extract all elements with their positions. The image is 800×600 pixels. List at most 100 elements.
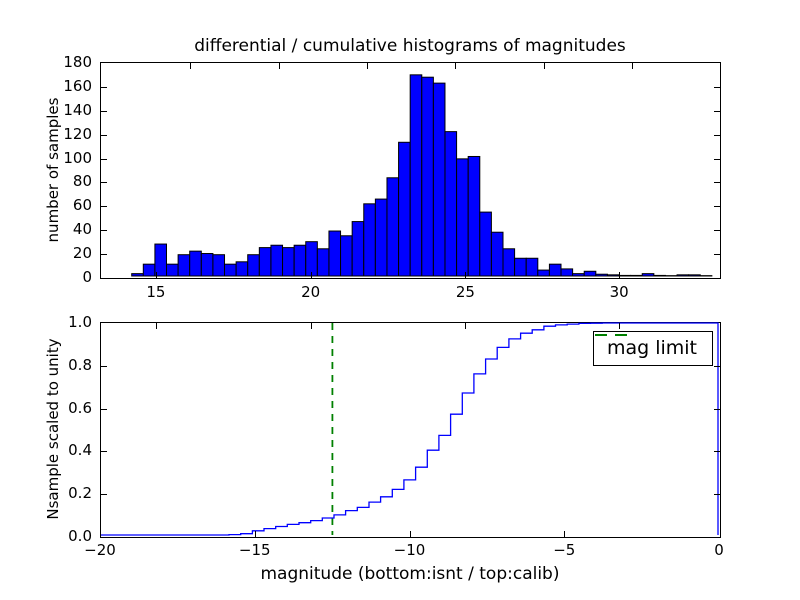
histogram-bar (235, 261, 249, 277)
histogram-bar (270, 244, 284, 277)
y-tick-mark (714, 230, 720, 232)
histogram-bar (583, 270, 597, 277)
histogram-bar (595, 273, 608, 277)
top-y-tick-label: 0 (82, 268, 92, 286)
y-tick-mark (714, 134, 720, 136)
y-tick-mark (714, 365, 720, 367)
histogram-bar (200, 253, 214, 277)
histogram-bar (688, 274, 701, 277)
histogram-bar (641, 273, 655, 277)
x-tick-mark (189, 63, 191, 69)
y-tick-mark (714, 494, 720, 496)
histogram-bar (386, 177, 400, 277)
top-y-tick-label: 160 (63, 76, 92, 95)
x-tick-mark (465, 323, 467, 329)
histogram-bar (131, 273, 144, 277)
histogram-bar (432, 82, 446, 277)
x-tick-mark (254, 531, 256, 537)
histogram-bar (282, 247, 295, 277)
histogram-bar (560, 268, 574, 277)
x-tick-mark (155, 323, 157, 329)
top-y-tick-label: 100 (63, 148, 92, 167)
histogram-bar (618, 274, 632, 277)
top-x-tick-label: 15 (146, 283, 166, 301)
x-tick-mark (543, 63, 545, 69)
histogram-bar (258, 247, 272, 277)
histogram-bar (374, 198, 388, 277)
histogram-bar (293, 244, 307, 277)
x-tick-mark (310, 272, 312, 278)
bottom-x-tick-label: −15 (238, 541, 271, 559)
top-y-tick-label: 120 (63, 124, 92, 143)
top-y-tick-label: 60 (72, 196, 92, 215)
x-axis-label: magnitude (bottom:isnt / top:calib) (260, 564, 560, 584)
bottom-y-tick-label: 0.8 (68, 355, 92, 374)
y-tick-mark (101, 182, 107, 184)
y-tick-mark (714, 158, 720, 160)
bottom-y-tick-label: 0.4 (68, 441, 92, 460)
x-tick-mark (619, 272, 621, 278)
y-tick-mark (101, 134, 107, 136)
top-x-tick-label: 30 (609, 283, 629, 301)
x-tick-mark (465, 272, 467, 278)
histogram-bar (316, 248, 330, 277)
y-tick-mark (101, 451, 107, 453)
x-tick-mark (564, 531, 566, 537)
top-x-tick-label: 20 (301, 283, 321, 301)
histogram-bar (189, 250, 202, 277)
histogram-bar (340, 235, 353, 277)
histogram-bar (502, 248, 516, 277)
cumulative-curve (101, 322, 719, 536)
histogram-bar (224, 263, 237, 277)
y-tick-mark (101, 206, 107, 208)
histogram-bar (409, 74, 423, 277)
y-tick-mark (101, 110, 107, 112)
histogram-bars (131, 74, 713, 277)
bottom-x-tick-label: −20 (84, 541, 116, 559)
histogram-bar (456, 158, 469, 277)
histogram-bar (525, 257, 539, 277)
histogram-bar (676, 274, 690, 277)
x-tick-mark (155, 272, 157, 278)
bottom-y-tick-label: 1.0 (68, 313, 92, 331)
histogram-bar (166, 263, 179, 277)
histogram-bar (467, 155, 481, 277)
histogram-bar (177, 254, 191, 277)
bottom-x-tick-label: −5 (553, 541, 576, 559)
y-tick-mark (101, 365, 107, 367)
histogram-bar (212, 254, 226, 277)
legend-label: mag limit (606, 337, 697, 359)
bottom-y-tick-label: 0.6 (68, 398, 92, 417)
cumulative-curve-canvas (101, 322, 719, 536)
histogram-bar (572, 273, 585, 277)
histogram-bar (479, 211, 492, 277)
y-tick-mark (101, 408, 107, 410)
histogram-bar (606, 274, 620, 277)
histogram-bar (247, 254, 260, 277)
y-tick-mark (101, 86, 107, 88)
y-tick-mark (714, 451, 720, 453)
top-y-tick-label: 40 (72, 220, 92, 239)
bottom-cumulative-plot: mag limit (100, 322, 721, 538)
legend-dashed-line-icon (594, 334, 635, 336)
x-tick-mark (278, 63, 280, 69)
bottom-x-tick-label: −10 (393, 541, 426, 559)
x-tick-mark (455, 63, 457, 69)
histogram-bar (328, 230, 342, 277)
histogram-bar (154, 243, 168, 277)
histogram-bar (444, 131, 458, 277)
y-tick-mark (714, 110, 720, 112)
x-tick-mark (619, 323, 621, 329)
legend-box: mag limit (592, 331, 713, 366)
top-y-tick-label: 180 (63, 53, 92, 71)
top-histogram-plot (100, 62, 721, 279)
histogram-bar (363, 203, 376, 277)
y-tick-mark (101, 254, 107, 256)
histogram-bar (548, 263, 562, 277)
histogram-bar (351, 221, 365, 277)
y-tick-mark (714, 182, 720, 184)
bottom-x-tick-label: 0 (714, 541, 724, 559)
histogram-bar (630, 274, 643, 277)
histogram-bar (421, 76, 434, 277)
